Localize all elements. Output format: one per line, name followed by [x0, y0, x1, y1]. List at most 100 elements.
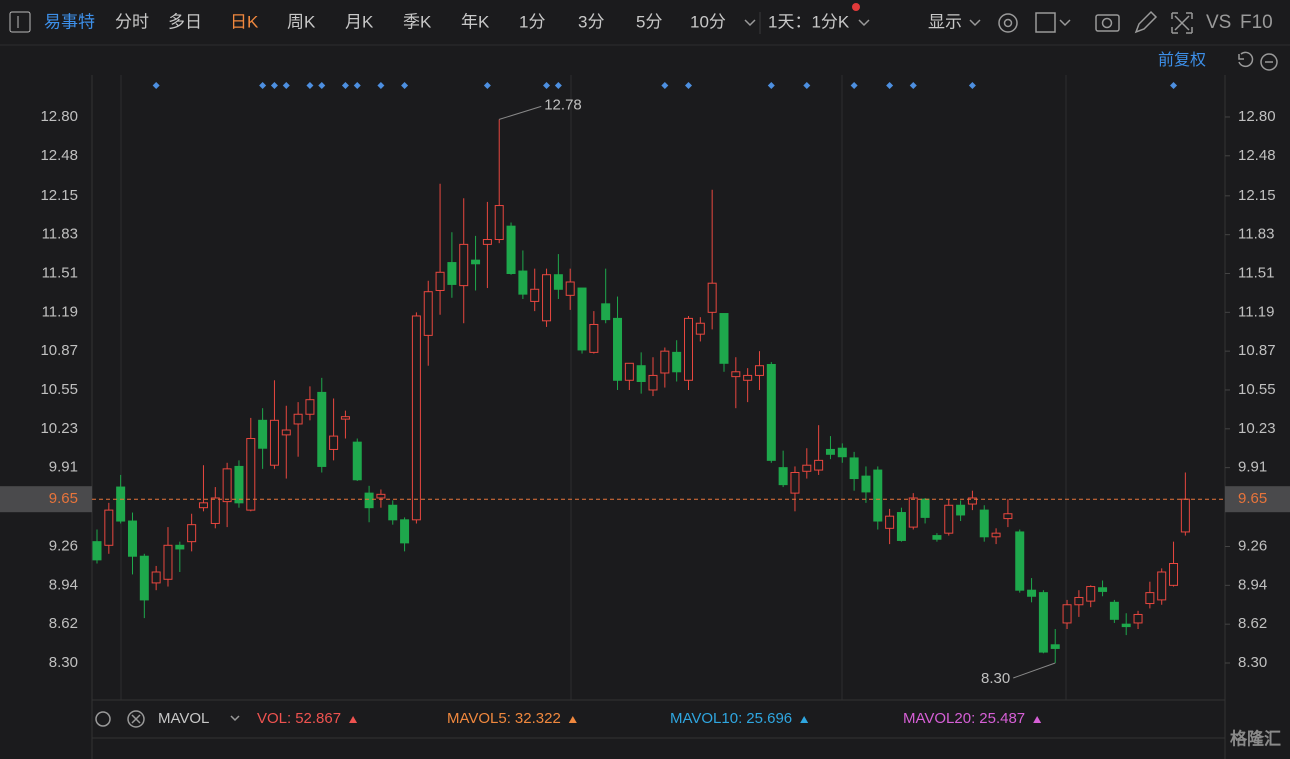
y-tick-label-left: 11.19	[42, 303, 78, 320]
y-tick-label-right: 11.83	[1238, 226, 1274, 243]
candle-body	[459, 243, 469, 287]
annotation-label: 12.78	[544, 96, 582, 113]
vs-button[interactable]: VS	[1206, 12, 1231, 33]
event-marker[interactable]	[685, 82, 692, 89]
candle-body	[707, 282, 717, 313]
vol-label: MAVOL20:	[903, 710, 975, 727]
candle-body	[281, 429, 291, 436]
y-tick-label-left: 12.15	[40, 187, 78, 204]
candle-body	[613, 317, 623, 381]
event-marker[interactable]	[377, 82, 385, 89]
y-tick-label-right: 11.19	[1238, 303, 1274, 320]
more-chevron[interactable]	[744, 19, 756, 27]
candle-body	[1027, 589, 1037, 597]
event-marker[interactable]	[850, 82, 858, 89]
event-marker[interactable]	[1170, 82, 1178, 89]
period-tab[interactable]: 多日	[168, 12, 202, 31]
candle-body	[660, 350, 670, 374]
settings-icon[interactable]	[998, 13, 1018, 33]
period-tab[interactable]: 10分	[690, 12, 726, 31]
event-marker[interactable]	[909, 82, 917, 89]
event-marker[interactable]	[554, 82, 562, 89]
notify-dot	[852, 3, 860, 11]
period-tab[interactable]: 年K	[461, 12, 490, 31]
y-tick-label-left: 8.94	[49, 576, 78, 593]
candle-body	[1157, 571, 1167, 601]
candle-body	[139, 555, 149, 601]
event-marker[interactable]	[353, 82, 361, 89]
event-marker[interactable]	[886, 82, 894, 89]
candle-body	[258, 419, 268, 449]
zoom-out-icon[interactable]	[1260, 53, 1278, 71]
candle-body	[187, 524, 197, 543]
candle-body	[269, 419, 279, 466]
period-tab[interactable]: 1分	[519, 12, 545, 31]
event-marker[interactable]	[483, 82, 491, 89]
last-price-badge	[1225, 486, 1290, 513]
candle-body	[1050, 644, 1060, 649]
y-tick-label-left: 9.26	[49, 537, 78, 554]
event-marker[interactable]	[270, 82, 278, 89]
candle-body	[731, 371, 741, 378]
vol-close-x	[131, 714, 141, 724]
candle-body	[116, 486, 126, 522]
candle-body	[1003, 513, 1013, 520]
candle-body	[518, 270, 528, 295]
period-tab[interactable]: 周K	[287, 12, 316, 31]
period-tab[interactable]: 季K	[403, 12, 432, 31]
y-tick-label-right: 9.26	[1238, 537, 1267, 554]
event-marker[interactable]	[968, 82, 976, 89]
event-marker[interactable]	[282, 82, 290, 89]
camera-icon[interactable]	[1095, 14, 1120, 32]
stock-name[interactable]: 易事特	[44, 12, 95, 31]
candle-body	[329, 435, 339, 450]
y-tick-label-right: 10.55	[1238, 381, 1276, 398]
candle-body	[447, 262, 457, 285]
reset-icon[interactable]	[1238, 51, 1254, 68]
period-tab[interactable]: 分时	[115, 12, 149, 31]
period-tab[interactable]: 月K	[345, 12, 374, 31]
event-marker[interactable]	[259, 82, 267, 89]
candle-body	[553, 274, 563, 290]
period-tab[interactable]: 日K	[230, 12, 259, 31]
fullscreen-icon[interactable]	[1171, 12, 1193, 34]
layout-icon[interactable]	[1035, 12, 1056, 33]
f10-button[interactable]: F10	[1240, 12, 1273, 33]
vol-value: 52.867	[295, 710, 341, 727]
event-marker[interactable]	[318, 82, 326, 89]
event-marker[interactable]	[306, 82, 314, 89]
event-marker[interactable]	[767, 82, 775, 89]
y-tick-label-left: 10.87	[40, 342, 78, 359]
candle-body	[1015, 531, 1025, 591]
vol-close-icon[interactable]	[127, 710, 145, 728]
vol-chevron[interactable]	[230, 715, 240, 722]
period-tab[interactable]: 5分	[636, 12, 662, 31]
candle-body	[400, 519, 410, 544]
adjust-mode[interactable]: 前复权	[1158, 51, 1206, 69]
draw-icon[interactable]	[1134, 10, 1158, 34]
sidebar-toggle[interactable]	[9, 11, 31, 33]
event-marker[interactable]	[401, 82, 409, 89]
candle-body	[388, 504, 398, 521]
event-marker[interactable]	[543, 82, 551, 89]
candle-body	[920, 498, 930, 518]
event-marker[interactable]	[661, 82, 669, 89]
annotation-leader	[1013, 662, 1056, 679]
y-tick-label-left: 12.80	[40, 108, 78, 125]
candle-body	[411, 315, 421, 521]
period-tab[interactable]: 3分	[578, 12, 604, 31]
layout-chevron	[1059, 19, 1071, 27]
candle-body	[127, 520, 137, 557]
annotation-leader	[499, 105, 542, 120]
candle-body	[293, 413, 303, 425]
period-select[interactable]: 1天：1分K	[768, 12, 850, 31]
vol-indicator-name[interactable]: MAVOL	[158, 710, 209, 727]
event-marker[interactable]	[152, 82, 160, 89]
vol-settings-icon[interactable]	[95, 711, 111, 727]
candle-body	[885, 515, 895, 529]
event-marker[interactable]	[803, 82, 811, 89]
event-marker[interactable]	[341, 82, 349, 89]
display-menu[interactable]: 显示	[928, 12, 962, 31]
candle-body	[1145, 592, 1155, 605]
